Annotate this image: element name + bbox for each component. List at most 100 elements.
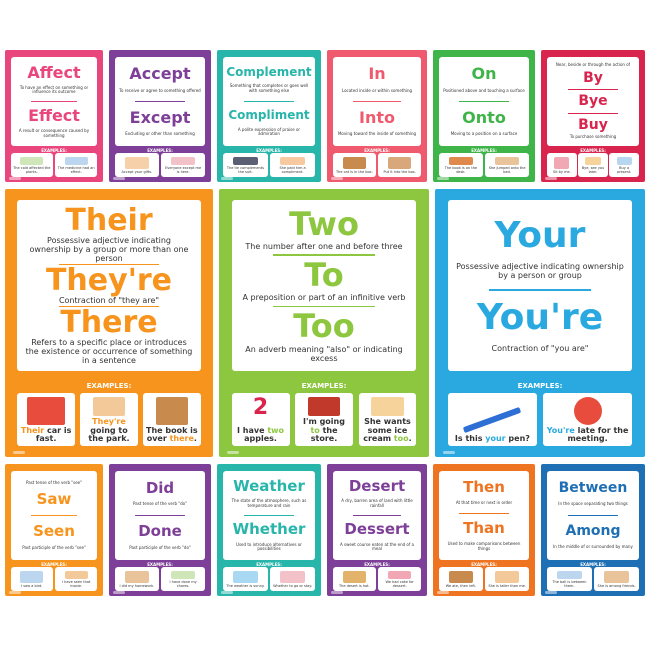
example-illustration [557, 570, 582, 580]
example-card: Everyone except me is here. [161, 152, 205, 177]
example-illustration [342, 570, 366, 583]
poster-word: Too [293, 307, 355, 346]
brand-logo [331, 591, 343, 595]
poster-word: Your [494, 214, 586, 256]
brand-logo [221, 591, 234, 595]
example-illustration [449, 156, 473, 166]
example-illustration [171, 570, 195, 580]
poster-word: Than [463, 518, 505, 537]
brand-logo [13, 450, 26, 454]
example-card: Accept your gifts. [115, 152, 159, 177]
poster-their-theyre-there: Their Possessive adjective indicating ow… [5, 189, 213, 457]
poster-definition: Moving toward the inside of something [337, 131, 417, 137]
example-post: pen? [505, 434, 530, 444]
pen-illustration [463, 407, 522, 434]
example-card: The cold affected the plants. [10, 152, 53, 177]
example-key: You're [546, 425, 575, 435]
example-card: They're going to the park. [80, 392, 138, 447]
poster-definition: A dry, barren area of land with little r… [341, 498, 413, 508]
example-caption: I have two apples. [234, 425, 288, 445]
example-caption: Sit by me. [553, 169, 571, 174]
example-caption: Whether to go or stay. [273, 583, 313, 588]
poster-definition: Possessive adjective indicating ownershi… [456, 261, 624, 281]
example-caption: Is this your pen? [455, 435, 530, 444]
poster-weather-whether: Weather The state of the atmosphere, suc… [217, 464, 321, 596]
brand-logo [443, 450, 456, 454]
example-card: I have done my chores. [161, 566, 205, 591]
poster-two-to-too: Two The number after one and before thre… [219, 189, 429, 457]
example-card: We had cake for dessert. [378, 566, 421, 591]
example-illustration [280, 156, 305, 166]
example-card: Bye, see you later. [578, 152, 608, 177]
divider [273, 305, 375, 308]
example-card: I have seen that movie. [55, 566, 98, 591]
brand-logo [221, 177, 234, 181]
example-post: the store. [310, 425, 338, 444]
poster-definition: Used to introduce alternatives or possib… [236, 541, 302, 552]
example-post: late for the meeting. [567, 425, 629, 444]
poster-card: Between In the space separating two thin… [547, 470, 639, 561]
poster-complement-compliment: Complement Something that completes or g… [217, 50, 321, 182]
examples-label: EXAMPLES: [41, 147, 67, 153]
poster-definition: Refers to a specific place or introduces… [25, 337, 193, 366]
example-pre: The book is over [145, 425, 198, 444]
divider [30, 100, 78, 102]
example-illustration [233, 570, 258, 583]
poster-card: Complement Something that completes or g… [223, 56, 315, 147]
example-illustration [171, 156, 195, 166]
examples-label: EXAMPLES: [580, 561, 606, 567]
examples-row: I did my homework. I have done my chores… [115, 566, 205, 591]
example-card: The cat is in the box. [333, 152, 376, 177]
example-illustration [604, 570, 629, 583]
poster-word: Two [289, 204, 359, 243]
poster-word: Saw [36, 490, 72, 509]
number-two-graphic: 2 [252, 394, 269, 420]
poster-word: Among [565, 523, 621, 540]
examples-row: The cat is in the box. Put it into the b… [333, 152, 421, 177]
example-illustration [495, 156, 519, 166]
poster-word: Between [558, 479, 628, 496]
example-caption: They're going to the park. [82, 416, 135, 444]
example-card: I'm going to the store. [295, 392, 353, 447]
examples-label: EXAMPLES: [364, 147, 390, 153]
examples-label: EXAMPLES: [256, 147, 282, 153]
example-card: The desert is hot. [333, 566, 376, 591]
example-caption: The weather is sunny. [226, 583, 265, 588]
example-card: The weather is sunny. [223, 566, 268, 591]
example-post: going to the park. [88, 425, 130, 444]
divider [243, 514, 295, 516]
poster-definition: Used to make comparisons between things [447, 540, 521, 551]
example-caption: I did my homework. [119, 583, 155, 588]
example-caption: I'm going to the store. [297, 417, 351, 444]
example-illustration [125, 570, 149, 583]
poster-definition: Contraction of "you are" [491, 343, 589, 353]
poster-definition: In the space separating two things [558, 501, 628, 507]
poster-saw-seen: Past tense of the verb "see" Saw Seen Pa… [5, 464, 103, 596]
poster-word: Done [138, 521, 182, 540]
example-illustration [554, 156, 570, 169]
divider [353, 100, 401, 102]
ice-cream-illustration [371, 396, 404, 416]
example-card: She jumped onto the bed. [485, 152, 529, 177]
poster-card: Then At that time or next in order Than … [439, 470, 529, 561]
brand-logo [331, 177, 343, 181]
poster-card: Near, beside or through the action of By… [547, 56, 639, 147]
brand-logo [437, 591, 450, 595]
example-key: too [393, 434, 409, 444]
poster-word: Complement [226, 64, 312, 79]
poster-word: In [368, 64, 386, 84]
example-key: They're [92, 416, 126, 426]
poster-card: Desert A dry, barren area of land with l… [333, 470, 421, 561]
examples-row: We ate, then left. She is taller than me… [439, 566, 529, 591]
poster-definition: Something that completes or goes well wi… [229, 83, 309, 93]
example-key: Their [20, 425, 45, 435]
example-pre: I have [237, 425, 268, 435]
example-card: She is among friends. [594, 566, 639, 591]
example-card: Sit by me. [547, 152, 577, 177]
examples-label: EXAMPLES: [471, 147, 497, 153]
example-caption: You're late for the meeting. [545, 425, 631, 445]
example-card: Buy a present. [609, 152, 639, 177]
example-illustration [280, 570, 305, 583]
example-post: car is fast. [35, 425, 72, 444]
example-caption: We had cake for dessert. [385, 580, 414, 588]
